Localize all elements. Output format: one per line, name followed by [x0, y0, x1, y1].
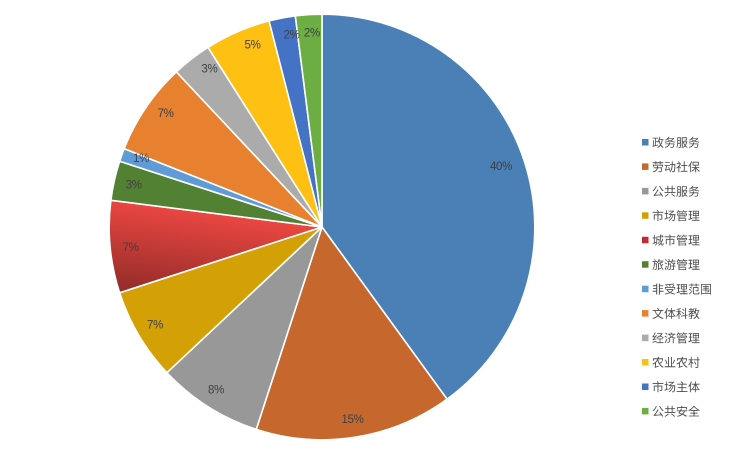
svg-text:3%: 3%	[201, 64, 217, 76]
svg-text:7%: 7%	[147, 320, 163, 332]
svg-text:8%: 8%	[208, 385, 224, 397]
svg-text:3%: 3%	[126, 180, 142, 192]
svg-text:5%: 5%	[244, 40, 260, 52]
svg-text:2%: 2%	[283, 30, 299, 42]
svg-text:7%: 7%	[123, 242, 139, 254]
svg-text:7%: 7%	[158, 108, 174, 120]
svg-text:40%: 40%	[490, 161, 512, 173]
svg-text:1%: 1%	[133, 153, 149, 165]
svg-text:2%: 2%	[304, 27, 320, 39]
svg-text:15%: 15%	[341, 414, 363, 426]
